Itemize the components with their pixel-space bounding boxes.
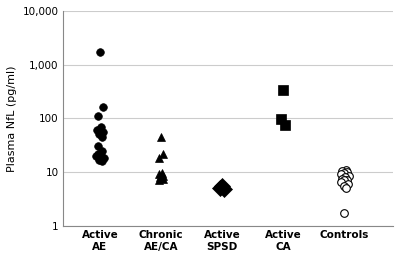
Y-axis label: Plasma NfL (pg/ml): Plasma NfL (pg/ml) xyxy=(7,65,17,171)
